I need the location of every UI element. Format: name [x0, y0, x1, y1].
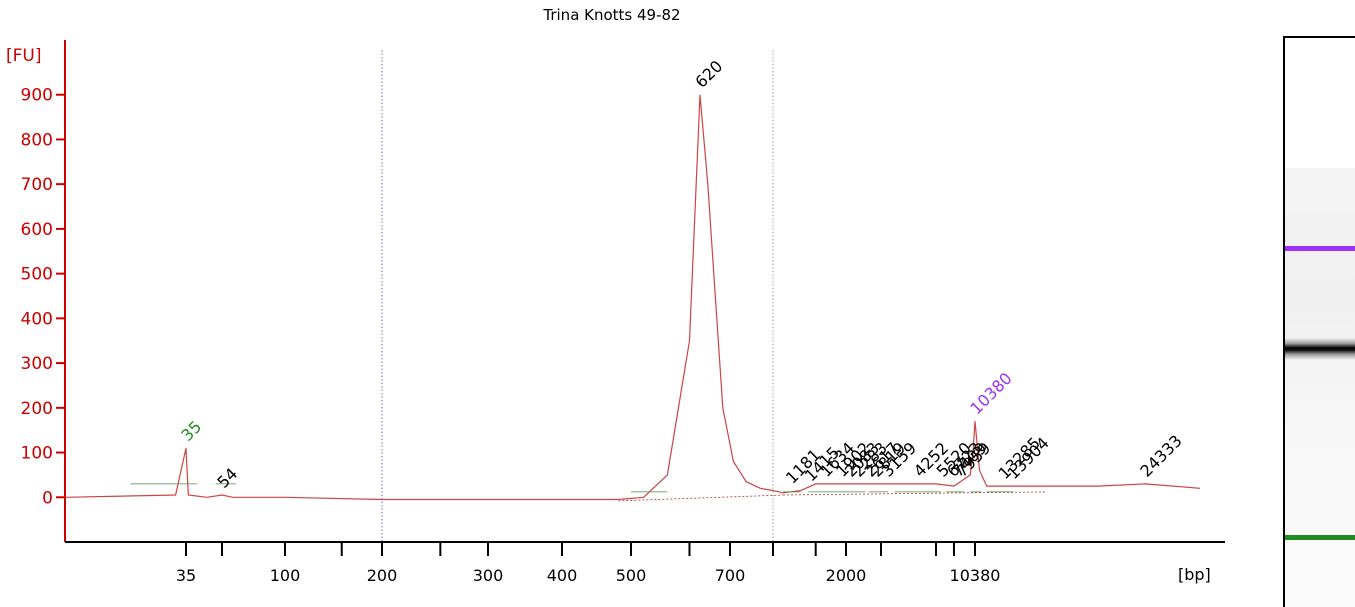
x-tick-label: 35 [176, 566, 196, 585]
baseline-dashed [618, 494, 784, 502]
gel-lane-background [1285, 168, 1355, 607]
chart-title: Trina Knotts 49-82 [542, 6, 680, 24]
gel-band-lower-marker [1285, 535, 1355, 540]
y-tick-label: 600 [21, 220, 53, 240]
peak-label: 54 [213, 464, 241, 492]
y-tick-label: 700 [21, 175, 53, 195]
peak-label: 35 [177, 417, 205, 445]
y-tick-label: 100 [21, 444, 53, 464]
gel-band-main [1285, 338, 1355, 360]
x-tick-label: 100 [270, 566, 301, 585]
x-tick-label: 200 [367, 566, 398, 585]
axis-layer: 0 100 200 300 400 500 600 700 800 900 35 100 200 300 4… [21, 40, 1225, 585]
y-tick-label: 400 [21, 309, 53, 329]
y-tick-label: 800 [21, 130, 53, 150]
y-tick-label: 300 [21, 354, 53, 374]
peak-label: 24333 [1136, 431, 1185, 480]
peak-label: 10380 [966, 369, 1015, 418]
x-tick-label: 700 [715, 566, 746, 585]
y-tick-label: 500 [21, 265, 53, 285]
gel-band-upper-marker [1285, 246, 1355, 251]
grid-layer [381, 50, 774, 542]
label-layer: 3554620118114151634190220832283261728193… [177, 57, 1185, 492]
x-tick-label: 2000 [826, 566, 867, 585]
baseline-dashed-2 [783, 491, 1046, 496]
x-tick-label: 10380 [950, 566, 1001, 585]
y-tick-label: 0 [42, 488, 53, 508]
y-tick-label: 200 [21, 399, 53, 419]
gel-image [1283, 36, 1355, 607]
y-axis-label: [FU] [6, 46, 42, 66]
x-tick-label: 300 [473, 566, 504, 585]
x-tick-label: 400 [547, 566, 578, 585]
electropherogram-trace [64, 94, 1201, 501]
x-axis-label: [bp] [1178, 565, 1211, 584]
trace-layer [64, 94, 1201, 502]
peak-label: 620 [691, 57, 726, 92]
x-tick-label: 500 [616, 566, 647, 585]
y-tick-label: 900 [21, 86, 53, 106]
